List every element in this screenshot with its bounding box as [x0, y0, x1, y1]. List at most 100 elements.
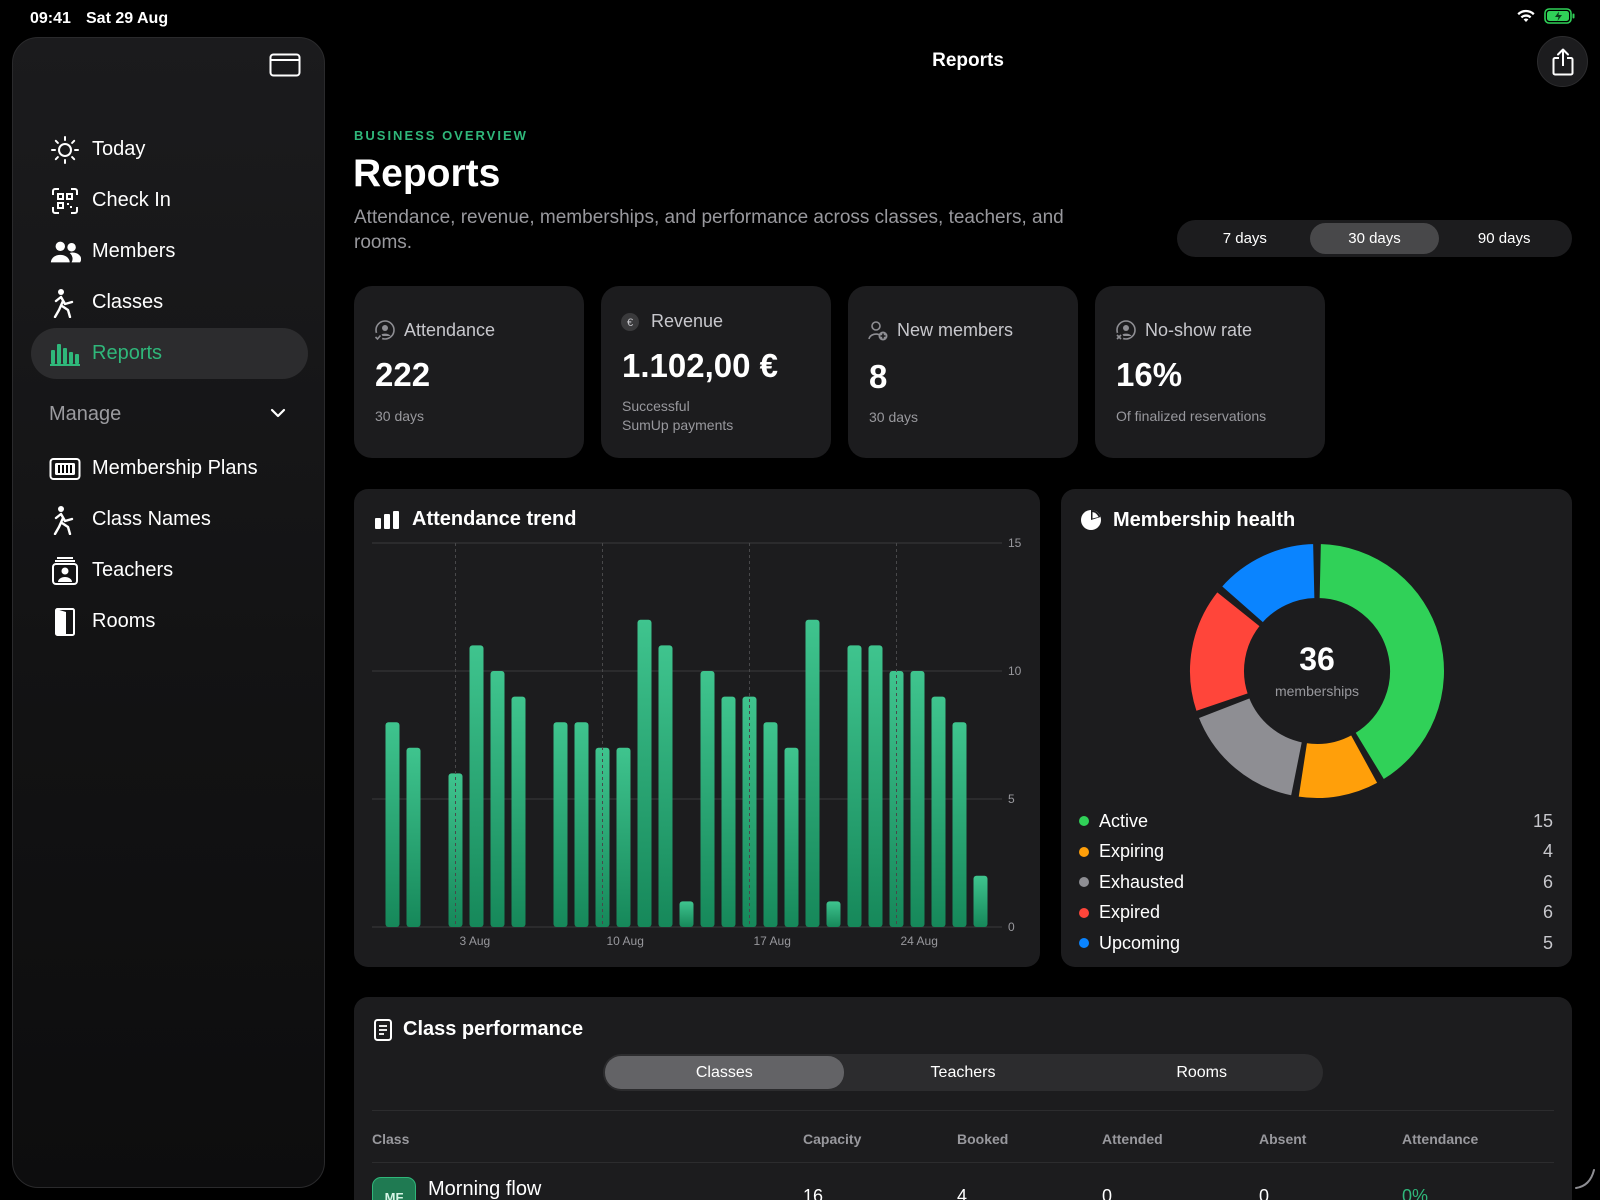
kpi-card-attendance: Attendance 222 30 days — [354, 286, 584, 458]
kpi-note: 30 days — [869, 409, 919, 425]
bar-15-aug[interactable] — [700, 671, 715, 927]
bar-chart-icon — [49, 338, 81, 370]
bar-28-aug[interactable] — [973, 875, 988, 927]
bar-4-aug[interactable] — [469, 645, 484, 927]
battery-icon — [1544, 8, 1575, 24]
tab-teachers[interactable]: Teachers — [930, 1063, 996, 1081]
bar-21-aug[interactable] — [826, 901, 841, 927]
share-button[interactable] — [1537, 36, 1588, 87]
cell-absent: 0 — [1259, 1186, 1270, 1200]
donut-slice-active[interactable] — [1317, 542, 1446, 782]
legend-item-exhausted: Exhausted 6 — [1079, 867, 1553, 898]
bar-chart-icon — [374, 510, 400, 535]
legend-dot — [1079, 907, 1089, 918]
bar-12-aug[interactable] — [637, 619, 652, 927]
bar-8-aug[interactable] — [553, 722, 568, 927]
legend-value: 6 — [1542, 902, 1553, 923]
bar-16-aug[interactable] — [721, 696, 736, 927]
bar-18-aug[interactable] — [763, 722, 778, 927]
page-subtitle: Attendance, revenue, memberships, and pe… — [354, 207, 1064, 253]
sidebar-item-label: Today — [92, 138, 146, 160]
sidebar-item-members[interactable]: Members — [31, 226, 308, 277]
divider — [372, 1162, 1554, 1163]
bar-5-aug[interactable] — [490, 671, 505, 927]
sidebar: Today Check In Members — [12, 37, 325, 1188]
legend-value: 6 — [1542, 871, 1553, 892]
legend-name: Upcoming — [1099, 932, 1181, 953]
euro-icon: € — [620, 312, 642, 334]
legend-dot — [1079, 816, 1089, 827]
bar-13-aug[interactable] — [658, 645, 673, 927]
manage-section-label: Manage — [49, 402, 122, 425]
legend-name: Active — [1099, 810, 1149, 831]
tab-classes[interactable]: Classes — [605, 1056, 844, 1089]
range-option-90-days[interactable]: 90 days — [1477, 230, 1531, 247]
x-tick-label: 3 Aug — [460, 934, 491, 948]
sidebar-toggle-button[interactable] — [269, 52, 301, 78]
range-option-7-days[interactable]: 7 days — [1222, 230, 1267, 247]
column-header-absent[interactable]: Absent — [1259, 1131, 1307, 1147]
kpi-card-no-show-rate: No-show rate 16% Of finalized reservatio… — [1095, 286, 1325, 458]
sidebar-item-label: Class Names — [92, 508, 211, 530]
bar-19-aug[interactable] — [784, 747, 799, 927]
bar-20-aug[interactable] — [805, 619, 820, 927]
bar-22-aug[interactable] — [847, 645, 862, 927]
attendance-trend-panel: Attendance trend 0 5 10 15 3 Aug 10 Aug 17 Aug… — [354, 489, 1040, 967]
column-header-capacity[interactable]: Capacity — [803, 1131, 862, 1147]
manage-section-header[interactable]: Manage — [31, 385, 308, 443]
donut-slice-expiring[interactable] — [1296, 733, 1380, 800]
door-icon — [49, 606, 81, 638]
sidebar-item-teachers[interactable]: Teachers — [31, 545, 308, 596]
sun-icon — [49, 134, 81, 166]
donut-slice-upcoming[interactable] — [1219, 542, 1317, 625]
figure-icon — [49, 287, 81, 319]
kpi-value: 8 — [869, 358, 888, 395]
sidebar-item-check-in[interactable]: Check In — [31, 175, 308, 226]
column-header-attended[interactable]: Attended — [1102, 1131, 1163, 1147]
bar-25-aug[interactable] — [910, 671, 925, 927]
kpi-note: Successful SumUp payments — [622, 398, 734, 433]
bar-11-aug[interactable] — [616, 747, 631, 927]
column-header-class[interactable]: Class — [372, 1131, 410, 1147]
bar-1-aug[interactable] — [406, 747, 421, 927]
donut-slice-exhausted[interactable] — [1196, 696, 1304, 798]
membership-legend: Active 15 Expiring 4 Exhausted 6 Expired… — [1079, 806, 1553, 959]
sidebar-item-class-names[interactable]: Class Names — [31, 494, 308, 545]
donut-slice-expired[interactable] — [1188, 589, 1262, 714]
teacher-badge-icon — [49, 555, 81, 587]
divider — [372, 1110, 1554, 1111]
bar-26-aug[interactable] — [931, 696, 946, 927]
kpi-note: Of finalized reservations — [1116, 408, 1267, 424]
column-header-attendance[interactable]: Attendance — [1402, 1131, 1479, 1147]
bar-31-jul[interactable] — [385, 722, 400, 927]
bar-9-aug[interactable] — [574, 722, 589, 927]
bar-14-aug[interactable] — [679, 901, 694, 927]
panel-title: Membership health — [1113, 509, 1296, 531]
bar-27-aug[interactable] — [952, 722, 967, 927]
bar-6-aug[interactable] — [511, 696, 526, 927]
kpi-note: 30 days — [375, 408, 425, 424]
bar-17-aug[interactable] — [742, 696, 757, 927]
sidebar-item-today[interactable]: Today — [31, 124, 308, 175]
bar-24-aug[interactable] — [889, 671, 904, 927]
donut-total: 36 — [1299, 641, 1335, 677]
sidebar-nav: Today Check In Members — [31, 124, 308, 647]
bar-23-aug[interactable] — [868, 645, 883, 927]
panel-title: Class performance — [403, 1018, 584, 1040]
sidebar-item-membership-plans[interactable]: Membership Plans — [31, 443, 308, 494]
tab-rooms[interactable]: Rooms — [1176, 1063, 1228, 1081]
legend-dot — [1079, 846, 1089, 857]
sidebar-item-rooms[interactable]: Rooms — [31, 596, 308, 647]
sidebar-item-classes[interactable]: Classes — [31, 277, 308, 328]
person-check-icon — [373, 320, 395, 342]
resize-handle-icon[interactable] — [1574, 1168, 1596, 1195]
x-tick-label: 10 Aug — [607, 934, 644, 948]
y-tick-label: 10 — [1008, 664, 1022, 678]
status-bar: 09:41 Sat 29 Aug — [0, 0, 1600, 36]
sidebar-item-reports[interactable]: Reports — [31, 328, 308, 379]
column-header-booked[interactable]: Booked — [957, 1131, 1009, 1147]
range-option-30-days[interactable]: 30 days — [1309, 223, 1440, 254]
donut-total-label: memberships — [1274, 683, 1360, 699]
y-tick-label: 15 — [1008, 536, 1022, 550]
kpi-label: Attendance — [404, 320, 496, 340]
